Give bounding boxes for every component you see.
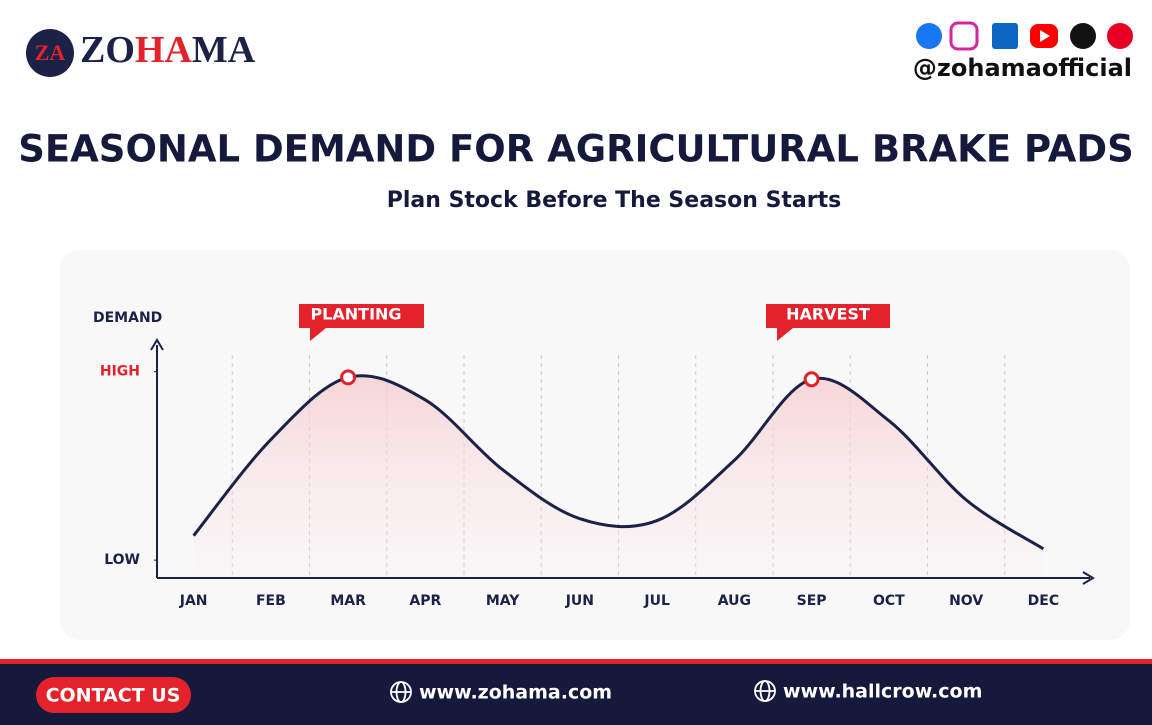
x-tick-label: JAN	[179, 593, 208, 609]
brand-part: ZO	[80, 29, 135, 71]
brand-part: HA	[135, 29, 193, 71]
y-tick-label: LOW	[104, 552, 140, 568]
chart-panel	[60, 250, 1130, 640]
brand: ZOHAMA	[80, 29, 256, 71]
y-axis-label: DEMAND	[93, 310, 162, 326]
footer-stripe	[0, 659, 1152, 664]
x-tick-label: APR	[409, 593, 441, 609]
social-handle: @zohamaofficial	[913, 54, 1132, 82]
pinterest-icon[interactable]	[1107, 23, 1133, 49]
tiktok-icon[interactable]	[1070, 23, 1096, 49]
footer-link[interactable]: www.hallcrow.com	[783, 681, 982, 703]
y-axis-arrow	[150, 338, 164, 351]
peak-marker	[340, 369, 357, 386]
peak-marker	[803, 371, 820, 388]
contact-button-label[interactable]: CONTACT US	[46, 685, 181, 707]
youtube-play	[1040, 30, 1050, 42]
x-tick-label: SEP	[797, 593, 827, 609]
globe-icon	[754, 680, 776, 702]
brand-part: MA	[192, 29, 256, 71]
x-tick-label: MAR	[330, 593, 366, 609]
x-tick-label: DEC	[1028, 593, 1059, 609]
x-tick-label: OCT	[873, 593, 905, 609]
chart-title: SEASONAL DEMAND FOR AGRICULTURAL BRAKE P…	[18, 128, 1133, 171]
plot: LOW HIGH JAN FEB MAR APR MAY JUN JUL AUG SEP OCT NOV…	[100, 355, 1059, 609]
annotation-pointer	[310, 328, 326, 341]
annotation-box	[766, 304, 890, 328]
chart-subtitle: Plan Stock Before The Season Starts	[387, 188, 842, 213]
logo-icon: ZA	[35, 40, 66, 65]
annotation: PLANTING	[310, 305, 401, 324]
annotation-box	[299, 304, 424, 328]
annotation-pointer	[777, 328, 793, 341]
logo-badge	[26, 29, 74, 77]
linkedin-icon[interactable]	[992, 23, 1018, 49]
demand-line	[192, 374, 1045, 551]
facebook-icon[interactable]	[916, 23, 942, 49]
y-tick-label: HIGH	[100, 364, 140, 380]
x-axis-arrow	[1082, 571, 1095, 585]
x-tick-label: JUL	[643, 593, 670, 609]
area-fill	[193, 375, 1044, 577]
x-tick-label: FEB	[256, 593, 286, 609]
footer-link[interactable]: www.zohama.com	[419, 682, 612, 704]
annotation: HARVEST	[786, 305, 870, 324]
footer	[0, 659, 1152, 725]
x-tick-label: NOV	[949, 593, 983, 609]
globe-icon	[390, 681, 412, 703]
x-tick-label: AUG	[718, 593, 751, 609]
x-tick-label: JUN	[565, 593, 594, 609]
x-tick-label: MAY	[486, 593, 520, 609]
contact-button[interactable]	[36, 677, 191, 713]
instagram-icon[interactable]	[949, 21, 979, 51]
